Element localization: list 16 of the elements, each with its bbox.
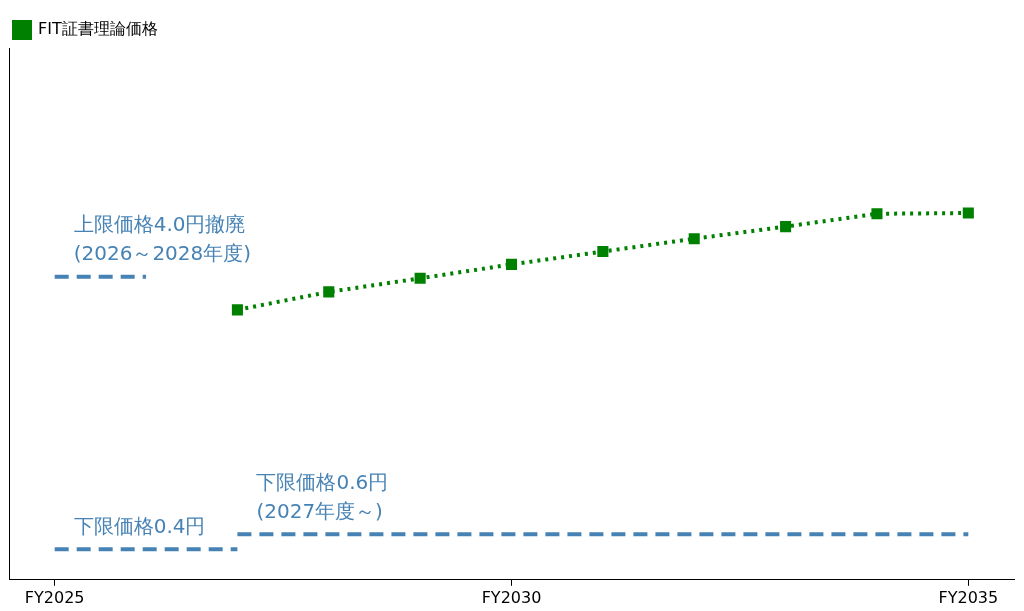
point	[871, 208, 883, 220]
annotation: 下限価格0.4円	[73, 513, 206, 538]
x-tick-label: FY2025	[24, 587, 85, 607]
point	[597, 246, 609, 258]
point	[231, 304, 243, 316]
point	[323, 286, 335, 298]
x-tick-label: FY2035	[938, 587, 999, 607]
point	[780, 221, 792, 233]
annotation: 下限価格0.6円 (2027年度～)	[256, 469, 389, 523]
x-tick-label: FY2030	[481, 587, 542, 607]
legend-label: FIT証書理論価格	[38, 19, 158, 39]
point	[688, 233, 700, 245]
annotation: 上限価格4.0円撤廃 (2026～2028年度)	[73, 212, 252, 266]
point	[414, 272, 426, 284]
point	[505, 258, 518, 270]
point	[962, 207, 974, 219]
